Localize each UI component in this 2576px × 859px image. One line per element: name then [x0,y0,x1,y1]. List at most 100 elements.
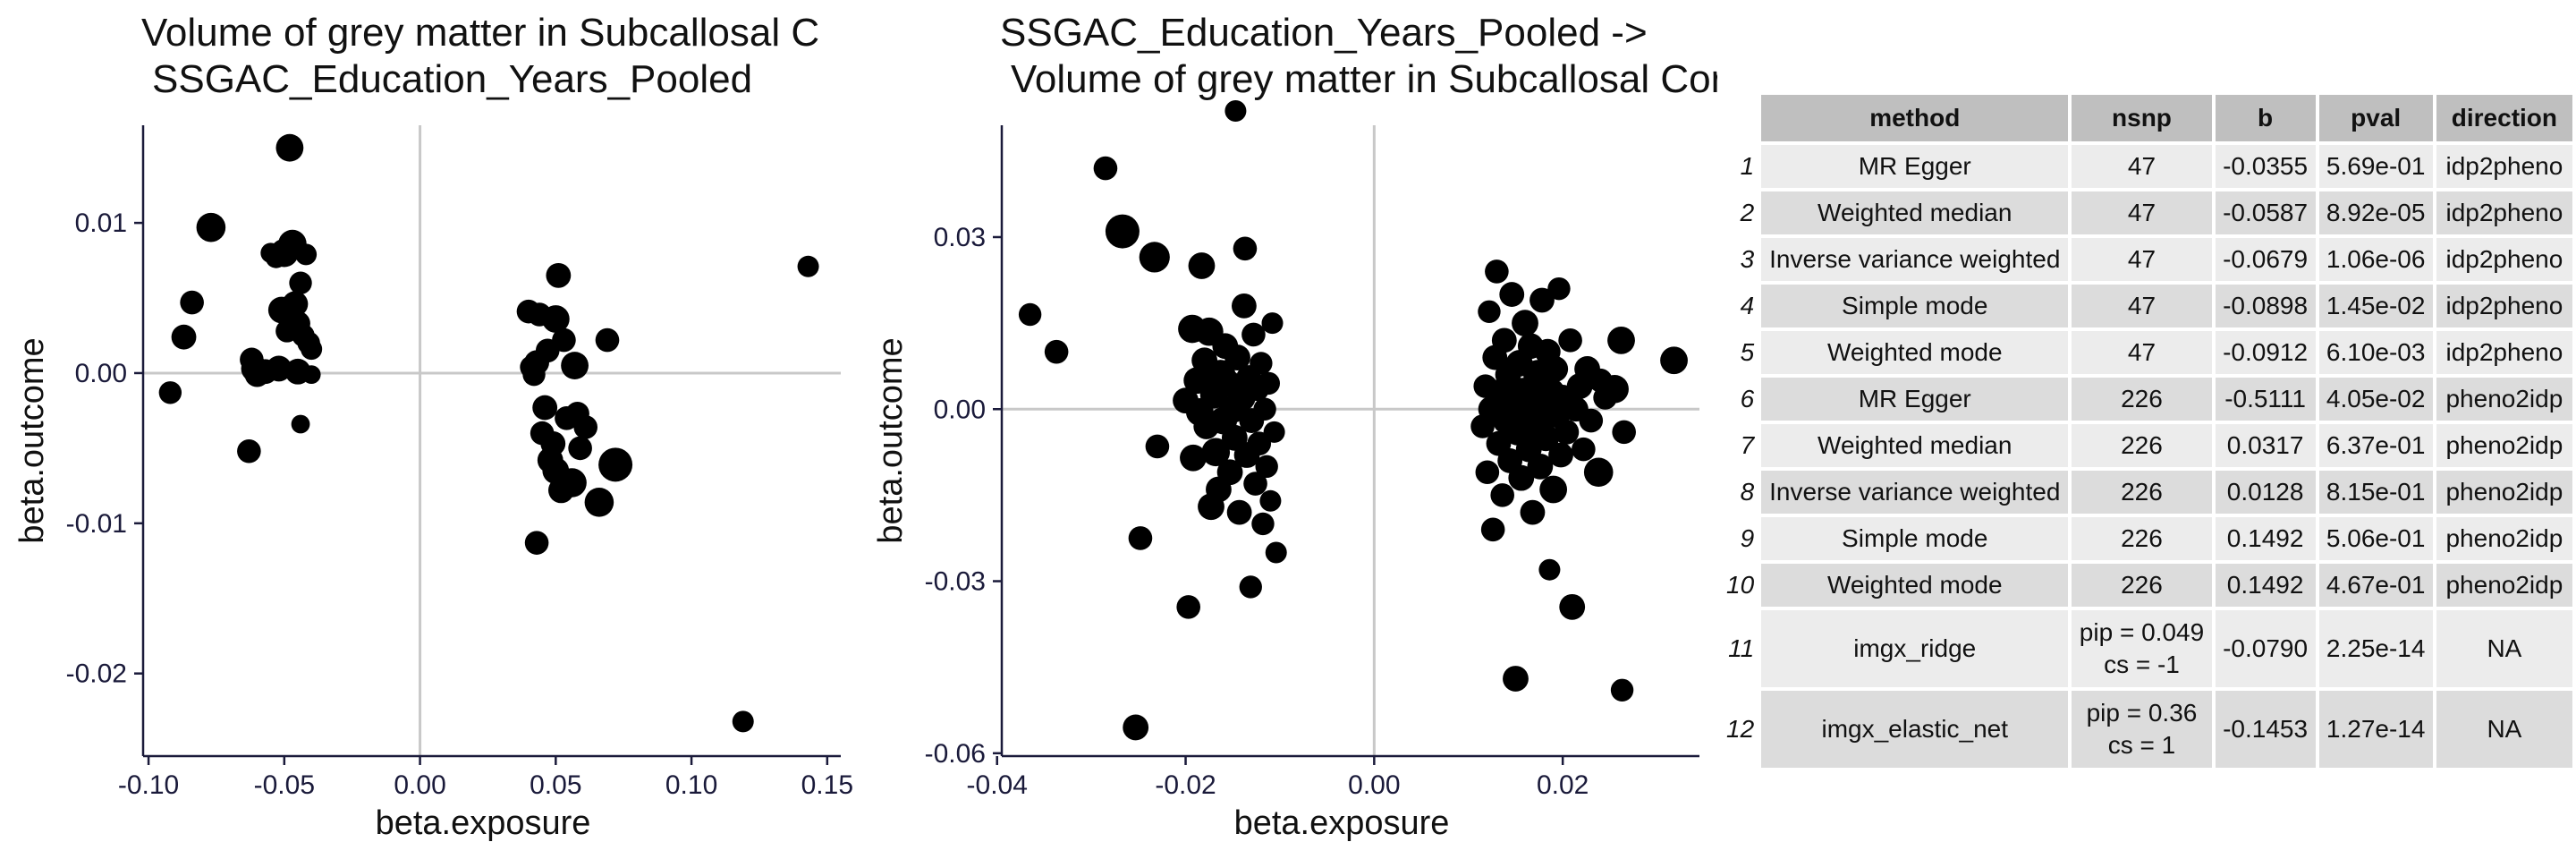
data-point [1559,593,1586,620]
cell-pval: 5.06e-01 [2318,517,2433,560]
nsnp-line: pip = 0.049 [2079,618,2205,646]
cell-method: imgx_ridge [1761,610,2069,687]
cell-b: 0.1492 [2215,564,2316,607]
data-point [1579,408,1604,433]
header-pval: pval [2318,95,2433,141]
cell-b: -0.0679 [2215,238,2316,281]
data-point [301,338,323,361]
data-point [568,436,592,461]
nsnp-line: 47 [2127,152,2157,180]
cell-nsnp: 47 [2072,145,2212,188]
data-point [1660,346,1688,375]
data-point [1257,371,1280,395]
x-tick-label: 0.15 [801,770,853,800]
data-point [1547,276,1571,301]
data-point [1176,595,1201,619]
table-row: 2 Weighted median 47 -0.0587 8.92e-05 idp2phe… [1721,191,2572,234]
table-row: 4 Simple mode 47 -0.0898 1.45e-02 idp2pheno [1721,285,2572,327]
scatter-plot-left: -0.10 -0.05 0.00 0.05 0.10 0.15 -0.02 -0.01 0.00… [13,125,853,842]
data-point [1527,453,1554,480]
cell-nsnp: 226 [2072,517,2212,560]
cell-direction: pheno2idp [2436,378,2572,421]
data-point [584,488,614,517]
data-point [180,290,204,315]
data-point [557,468,587,498]
cell-index: 1 [1740,152,1755,180]
data-point [552,327,576,353]
table-row: 3 Inverse variance weighted 47 -0.0679 1.06e… [1721,238,2572,281]
cell-nsnp: 47 [2072,191,2212,234]
y-tick-label: -0.03 [925,567,986,597]
cell-direction: NA [2436,610,2572,687]
nsnp-line: cs = -1 [2104,651,2180,678]
data-point [598,447,633,482]
data-point [524,531,549,555]
x-tick-label: -0.10 [118,770,179,800]
data-point [1610,678,1634,702]
x-tick-label: -0.02 [1155,770,1216,800]
y-tick-label: -0.02 [66,659,127,689]
data-point [797,255,819,277]
data-point [532,395,558,421]
cell-pval: 2.25e-14 [2318,610,2433,687]
data-point [1123,714,1149,741]
scatter-plot-right: -0.04 -0.02 0.00 0.02 -0.06 -0.03 0.00 0.03 beta… [872,99,1699,842]
data-point [1542,355,1569,382]
data-point [1554,419,1580,445]
cell-method: MR Egger [1761,378,2069,421]
cell-b: 0.0317 [2215,424,2316,467]
cell-b: -0.5111 [2215,378,2316,421]
cell-direction: idp2pheno [2436,145,2572,188]
data-point [546,262,572,288]
data-point [1607,326,1635,354]
scatter-panel-right: SSGAC_Education_Years_Pooled -> Volume o… [859,0,1717,859]
chart-title-line-1: Volume of grey matter in Subcallosal C [141,11,820,55]
header-index [1721,95,1758,141]
cell-nsnp: 226 [2072,378,2212,421]
x-tick-label: 0.02 [1537,770,1589,800]
data-point [1548,442,1573,468]
cell-direction: NA [2436,691,2572,768]
cell-pval: 4.67e-01 [2318,564,2433,607]
header-nsnp: nsnp [2072,95,2212,141]
data-point [1263,421,1285,443]
cell-pval: 1.06e-06 [2318,238,2433,281]
data-point [275,133,304,162]
table-row: 12 imgx_elastic_net pip = 0.36 cs = 1 -0.145… [1721,691,2572,768]
header-method: method [1761,95,2069,141]
cell-method: imgx_elastic_net [1761,691,2069,768]
y-tick-label: -0.01 [66,509,127,539]
x-tick-label: 0.00 [394,770,445,800]
data-point [289,271,312,294]
nsnp-line: 226 [2121,478,2163,506]
data-point [1538,558,1561,581]
cell-index: 3 [1740,245,1755,273]
cell-direction: pheno2idp [2436,517,2572,560]
data-point [1532,424,1560,452]
data-point [1241,322,1266,347]
data-point [1145,434,1170,459]
data-point [573,415,598,439]
data-point [158,381,182,404]
x-tick-label: -0.04 [967,770,1028,800]
table-row: 10 Weighted mode 226 0.1492 4.67e-01 pheno2id… [1721,564,2572,607]
data-point [1233,236,1258,261]
data-point [282,291,309,318]
cell-index: 12 [1726,715,1755,743]
x-tick-label: 0.00 [1348,770,1400,800]
header-b: b [2215,95,2316,141]
nsnp-line: 47 [2127,292,2157,319]
cell-pval: 1.45e-02 [2318,285,2433,327]
data-point [1093,156,1118,181]
data-point [1612,420,1636,445]
nsnp-line: 226 [2121,385,2163,412]
nsnp-line: 226 [2121,524,2163,552]
y-axis-label: beta.outcome [13,337,51,543]
cell-method: Weighted median [1761,424,2069,467]
cell-b: -0.0898 [2215,285,2316,327]
data-point [1600,375,1629,404]
cell-pval: 5.69e-01 [2318,145,2433,188]
cell-index: 9 [1740,524,1755,552]
data-point [561,352,589,379]
data-point [1201,438,1231,467]
